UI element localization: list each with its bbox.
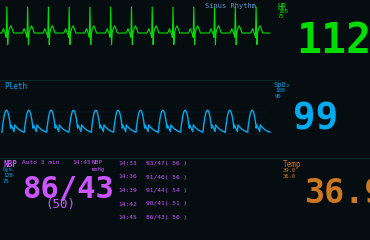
Text: 90/41( 51 ): 90/41( 51 ) xyxy=(146,202,187,206)
Text: 86/43( 50 ): 86/43( 50 ) xyxy=(146,215,187,220)
Text: 36.9: 36.9 xyxy=(305,177,370,210)
Text: 99: 99 xyxy=(293,102,338,138)
Text: 39.0: 39.0 xyxy=(283,168,296,173)
Text: NBP: NBP xyxy=(3,160,17,169)
Text: 14:42: 14:42 xyxy=(118,202,137,206)
Text: 75: 75 xyxy=(278,14,285,19)
Text: 91/46( 56 ): 91/46( 56 ) xyxy=(146,174,187,180)
Text: 36.0: 36.0 xyxy=(283,174,296,179)
Text: 14:33: 14:33 xyxy=(118,161,137,166)
Text: mmHg: mmHg xyxy=(92,167,105,172)
Text: 112: 112 xyxy=(296,20,370,62)
Text: (50): (50) xyxy=(45,198,75,211)
Text: 90: 90 xyxy=(275,94,282,99)
Text: Temp: Temp xyxy=(283,160,302,169)
Text: 14:39: 14:39 xyxy=(118,188,137,193)
Text: NBP: NBP xyxy=(92,160,103,165)
Text: Sys.: Sys. xyxy=(3,167,16,172)
Text: 14:45: 14:45 xyxy=(118,215,137,220)
Text: 70: 70 xyxy=(3,179,10,184)
Text: 120: 120 xyxy=(3,173,13,178)
Text: 14:45: 14:45 xyxy=(72,160,91,165)
Text: Sinus Rhythm: Sinus Rhythm xyxy=(205,3,256,9)
Text: SpO₂: SpO₂ xyxy=(273,82,290,88)
Text: 86/43: 86/43 xyxy=(22,175,114,204)
Text: 93/47( 56 ): 93/47( 56 ) xyxy=(146,161,187,166)
Text: 100: 100 xyxy=(275,88,285,93)
Text: 160: 160 xyxy=(278,9,288,14)
Text: Auto 3 min: Auto 3 min xyxy=(22,160,60,165)
Text: 91/44( 54 ): 91/44( 54 ) xyxy=(146,188,187,193)
Text: 14:36: 14:36 xyxy=(118,174,137,180)
Text: HR: HR xyxy=(277,3,286,12)
Text: Pleth: Pleth xyxy=(4,82,27,91)
